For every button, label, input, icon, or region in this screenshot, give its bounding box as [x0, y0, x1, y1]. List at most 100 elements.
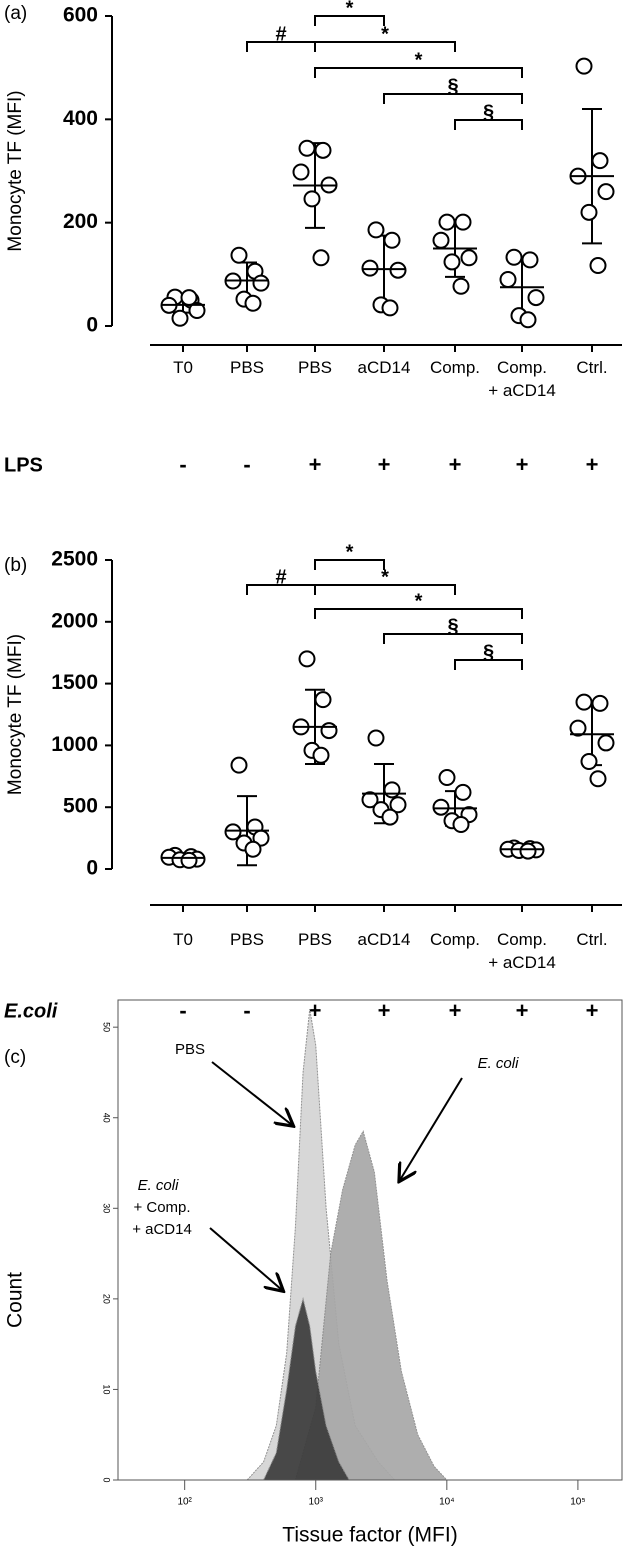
data-point [519, 311, 537, 329]
treatment-sign: - [243, 998, 250, 1023]
group [499, 839, 545, 860]
data-point [505, 248, 523, 266]
x-tick-label: T0 [173, 358, 193, 377]
y-tick-label: 50 [102, 1022, 112, 1032]
data-point [230, 246, 248, 264]
x-tick-label: Comp. + aCD14 [488, 930, 556, 972]
treatment-sign: - [179, 998, 186, 1023]
significance-label: § [447, 615, 458, 637]
y-tick-label: 600 [63, 4, 98, 27]
data-point [298, 139, 316, 157]
group [292, 650, 338, 765]
significance-label: # [275, 23, 286, 45]
treatment-sign: + [586, 452, 599, 477]
y-tick-label: 20 [102, 1294, 112, 1304]
group [499, 248, 545, 329]
significance-label: * [381, 23, 389, 45]
y-tick-label: 400 [63, 107, 98, 130]
significance-bracket [383, 93, 523, 104]
x-tick-label: PBS [229, 930, 265, 949]
data-point [367, 729, 385, 747]
significance-bracket [314, 15, 385, 26]
x-tick-label: 10⁴ [439, 1497, 454, 1508]
y-tick-label: 40 [102, 1113, 112, 1123]
group [569, 57, 615, 275]
x-tick-label: 10⁵ [570, 1497, 585, 1508]
data-point [171, 309, 189, 327]
significance-label: * [415, 590, 423, 612]
data-point [298, 650, 316, 668]
significance-label: * [415, 49, 423, 71]
y-tick-label: 200 [63, 210, 98, 233]
data-point [361, 791, 379, 809]
treatment-sign: + [449, 998, 462, 1023]
data-point [389, 261, 407, 279]
group [432, 769, 478, 834]
group [361, 729, 407, 826]
data-point [367, 221, 385, 239]
data-point [591, 152, 609, 170]
treatment-label: LPS [4, 454, 43, 476]
data-point [569, 719, 587, 737]
significance-label: # [275, 566, 286, 588]
y-tick-label: 10 [102, 1384, 112, 1394]
data-point [580, 752, 598, 770]
treatment-sign: + [586, 998, 599, 1023]
data-point [454, 213, 472, 231]
treatment-sign: + [449, 452, 462, 477]
y-axis-title: Monocyte TF (MFI) [5, 90, 26, 251]
x-tick-label: Ctrl. [576, 358, 608, 377]
y-axis-title: Monocyte TF (MFI) [5, 634, 26, 795]
treatment-sign: + [378, 998, 391, 1023]
x-tick-label: 10³ [309, 1497, 324, 1508]
data-point [580, 203, 598, 221]
series-label: + Comp. [133, 1199, 190, 1216]
significance-label: * [381, 566, 389, 588]
treatment-sign: + [378, 452, 391, 477]
data-point [589, 770, 607, 788]
data-point [527, 289, 545, 307]
x-tick-label: Comp. [429, 358, 481, 377]
significance-label: * [346, 0, 354, 19]
significance-label: § [483, 641, 494, 663]
y-tick-label: 2500 [51, 548, 98, 571]
data-point [312, 249, 330, 267]
data-point [389, 796, 407, 814]
series-label: E. coli [138, 1177, 180, 1194]
data-point [432, 231, 450, 249]
data-point [188, 302, 206, 319]
arrow [209, 1227, 282, 1290]
data-point [575, 693, 593, 711]
data-point [361, 259, 379, 277]
arrow [211, 1061, 292, 1125]
significance-bracket [454, 659, 523, 670]
arrow [400, 1077, 463, 1180]
treatment-sign: + [309, 452, 322, 477]
y-tick-label: 500 [63, 795, 98, 818]
data-point [383, 231, 401, 249]
data-point [438, 213, 456, 231]
data-point [521, 251, 539, 269]
y-axis-title: Count [4, 1272, 27, 1328]
series-label: + aCD14 [132, 1221, 192, 1238]
significance-bracket [314, 559, 385, 570]
x-tick-label: Ctrl. [576, 930, 608, 949]
treatment-label: E.coli [4, 1000, 58, 1022]
data-point [180, 851, 198, 869]
data-point [597, 183, 615, 201]
series-label: PBS [175, 1041, 205, 1058]
data-point [314, 691, 332, 709]
data-point [589, 257, 607, 275]
x-tick-label: Comp. + aCD14 [488, 358, 556, 400]
panel-label: (a) [4, 3, 27, 24]
data-point [224, 823, 242, 841]
data-point [230, 756, 248, 774]
data-point [438, 769, 456, 787]
treatment-sign: - [243, 452, 250, 477]
x-tick-label: PBS [297, 930, 333, 949]
y-tick-label: 1500 [51, 671, 98, 694]
significance-label: § [483, 101, 494, 123]
x-tick-label: Comp. [429, 930, 481, 949]
